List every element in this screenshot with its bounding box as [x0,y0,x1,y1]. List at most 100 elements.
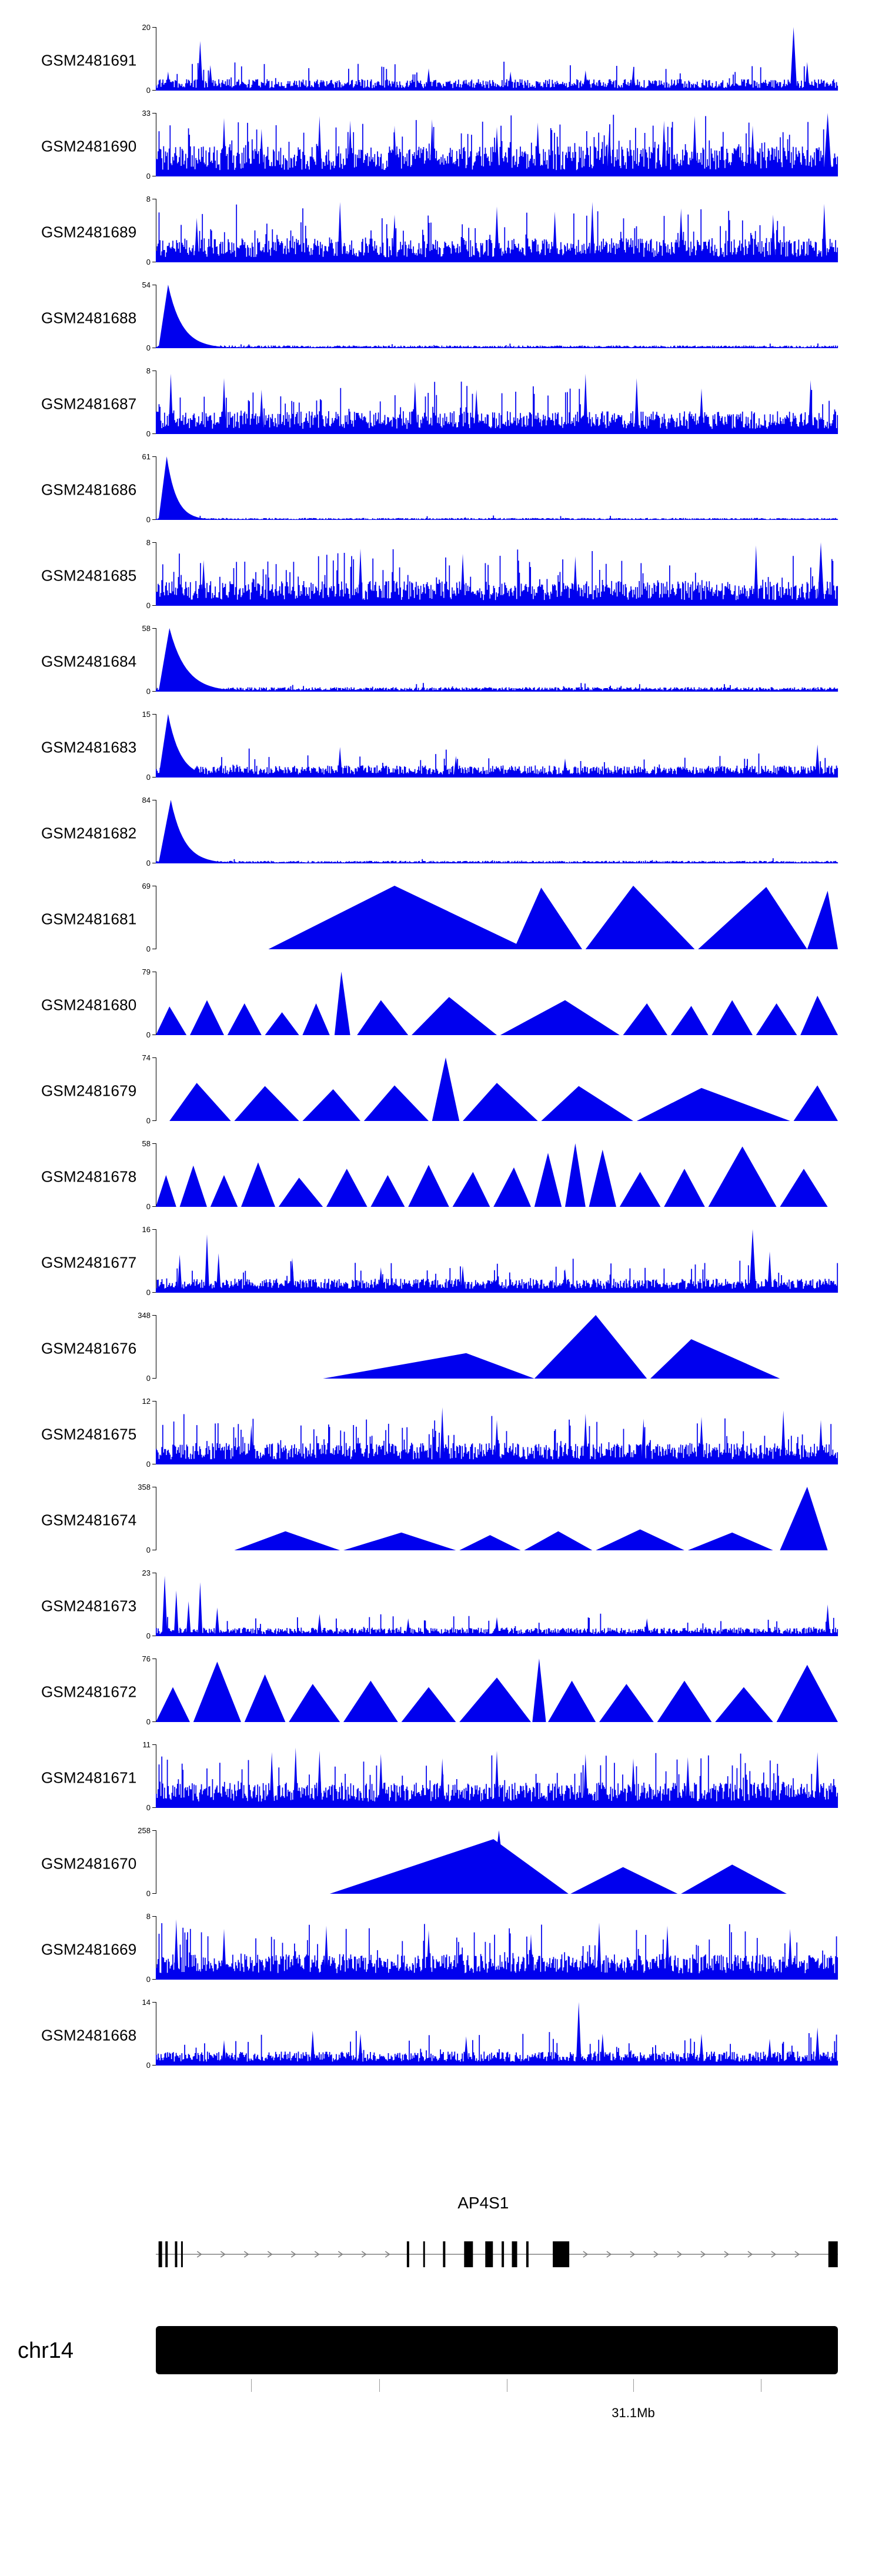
coverage-plot-svg [152,2002,838,2066]
track-row: GSM2481668 14 0 [0,1993,882,2078]
track-plot: 33 0 [142,109,838,180]
track-plot: 69 0 [142,882,838,953]
track-plot: 79 0 [142,968,838,1039]
y-axis-zero-label: 0 [146,1975,151,1984]
track-row: GSM2481677 16 0 [0,1220,882,1306]
track-label: GSM2481691 [41,51,137,69]
y-axis-max-label: 61 [142,452,151,461]
y-axis-zero-label: 0 [146,1460,151,1469]
y-axis-max-label: 20 [142,23,151,32]
y-axis-max-label: 8 [146,366,151,375]
track-label: GSM2481679 [41,1082,137,1100]
track-plot: 15 0 [142,710,838,781]
gene-annotation-track: AP4S1 [156,2194,838,2305]
y-axis-max-label: 358 [138,1483,151,1491]
y-axis-zero-label: 0 [146,1288,151,1297]
track-label: GSM2481681 [41,910,137,928]
y-axis-max-label: 16 [142,1225,151,1234]
track-plot: 8 0 [146,1913,838,1983]
y-axis-max-label: 23 [142,1569,151,1577]
track-plot: 11 0 [143,1741,838,1811]
track-row: GSM2481682 84 0 [0,790,882,876]
coverage-plot-svg [152,27,838,91]
track-label: GSM2481673 [41,1597,137,1615]
track-plot: 54 0 [142,281,838,352]
coverage-plot-svg [152,628,838,692]
track-row: GSM2481686 61 0 [0,447,882,533]
track-plot: 358 0 [138,1483,838,1554]
y-axis-zero-label: 0 [146,343,151,352]
track-plot: 58 0 [142,1140,838,1210]
track-row: GSM2481679 74 0 [0,1048,882,1134]
track-row: GSM2481680 79 0 [0,962,882,1048]
genome-axis-tick [633,2379,634,2392]
track-plot: 23 0 [142,1569,838,1640]
y-axis-zero-label: 0 [146,86,151,95]
track-plot: 74 0 [142,1054,838,1125]
track-label: GSM2481682 [41,824,137,842]
track-label: GSM2481686 [41,481,137,499]
y-axis-zero-label: 0 [146,2061,151,2070]
y-axis-zero-label: 0 [146,773,151,782]
track-row: GSM2481689 8 0 [0,189,882,275]
y-axis-max-label: 58 [142,624,151,633]
track-label: GSM2481687 [41,395,137,413]
coverage-plot-svg [152,972,838,1035]
y-axis-zero-label: 0 [146,945,151,953]
coverage-plot-svg [152,456,838,520]
coverage-plot-svg [152,800,838,863]
track-row: GSM2481688 54 0 [0,275,882,361]
coverage-plot-svg [152,542,838,606]
track-plot: 8 0 [146,195,838,266]
y-axis-max-label: 74 [142,1053,151,1062]
coverage-plot-svg [152,1143,828,1207]
track-plot: 8 0 [146,539,838,609]
track-label: GSM2481683 [41,738,137,756]
coverage-plot-svg [152,1659,838,1722]
coverage-plot-svg [152,371,838,434]
y-axis-max-label: 14 [142,1998,151,2007]
track-row: GSM2481675 12 0 [0,1392,882,1477]
track-row: GSM2481672 76 0 [0,1649,882,1735]
chromosome-label: chr14 [18,2338,74,2363]
track-row: GSM2481690 33 0 [0,104,882,189]
y-axis-zero-label: 0 [146,258,151,266]
track-plot: 258 0 [138,1827,838,1897]
y-axis-zero-label: 0 [146,1546,151,1554]
track-label: GSM2481670 [41,1854,137,1873]
track-plot: 61 0 [142,453,838,523]
y-axis-max-label: 11 [142,1740,151,1749]
gene-model-svg [156,2241,838,2267]
track-label: GSM2481684 [41,652,137,670]
track-row: GSM2481683 15 0 [0,705,882,790]
coverage-plot-svg [152,886,838,949]
track-row: GSM2481684 58 0 [0,619,882,705]
y-axis-max-label: 33 [142,109,151,118]
track-plot: 84 0 [142,796,838,867]
y-axis-zero-label: 0 [146,1889,151,1898]
track-row: GSM2481673 23 0 [0,1563,882,1649]
y-axis-zero-label: 0 [146,1374,151,1383]
coverage-plot-svg [152,1401,838,1464]
y-axis-zero-label: 0 [146,1631,151,1640]
y-axis-zero-label: 0 [146,1717,151,1726]
track-row: GSM2481676 348 0 [0,1306,882,1392]
track-plot: 76 0 [142,1655,838,1726]
track-plot: 16 0 [142,1226,838,1296]
track-row: GSM2481691 20 0 [0,18,882,104]
track-plot: 8 0 [146,367,838,438]
genome-axis-label: 31.1Mb [612,2405,655,2420]
coverage-plot-svg [152,714,838,778]
track-label: GSM2481685 [41,566,137,585]
y-axis-max-label: 258 [138,1826,151,1835]
track-label: GSM2481671 [41,1769,137,1787]
track-row: GSM2481674 358 0 [0,1477,882,1563]
y-axis-zero-label: 0 [146,172,151,181]
track-label: GSM2481689 [41,223,137,241]
coverage-plot-svg [152,199,838,262]
track-label: GSM2481690 [41,137,137,155]
y-axis-zero-label: 0 [146,601,151,610]
track-row: GSM2481671 11 0 [0,1735,882,1821]
genome-axis-tick [379,2379,380,2392]
coverage-plot-svg [152,1057,838,1121]
